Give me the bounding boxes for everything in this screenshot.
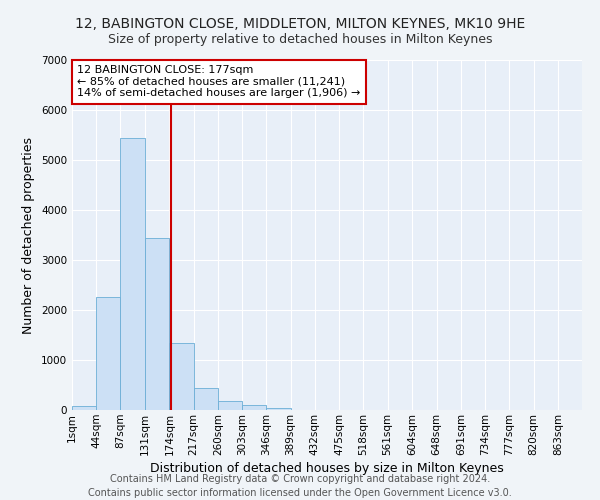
Bar	[266, 408, 290, 410]
Text: 12, BABINGTON CLOSE, MIDDLETON, MILTON KEYNES, MK10 9HE: 12, BABINGTON CLOSE, MIDDLETON, MILTON K…	[75, 18, 525, 32]
Y-axis label: Number of detached properties: Number of detached properties	[22, 136, 35, 334]
Bar	[242, 405, 266, 410]
Bar	[96, 296, 121, 410]
Text: Contains HM Land Registry data © Crown copyright and database right 2024.
Contai: Contains HM Land Registry data © Crown c…	[88, 474, 512, 498]
Bar	[169, 342, 194, 410]
Bar	[121, 138, 145, 410]
Bar	[218, 401, 242, 410]
Bar	[72, 406, 96, 410]
Text: Size of property relative to detached houses in Milton Keynes: Size of property relative to detached ho…	[108, 32, 492, 46]
Bar	[194, 388, 218, 410]
Text: 12 BABINGTON CLOSE: 177sqm
← 85% of detached houses are smaller (11,241)
14% of : 12 BABINGTON CLOSE: 177sqm ← 85% of deta…	[77, 66, 361, 98]
X-axis label: Distribution of detached houses by size in Milton Keynes: Distribution of detached houses by size …	[150, 462, 504, 475]
Bar	[145, 238, 169, 410]
